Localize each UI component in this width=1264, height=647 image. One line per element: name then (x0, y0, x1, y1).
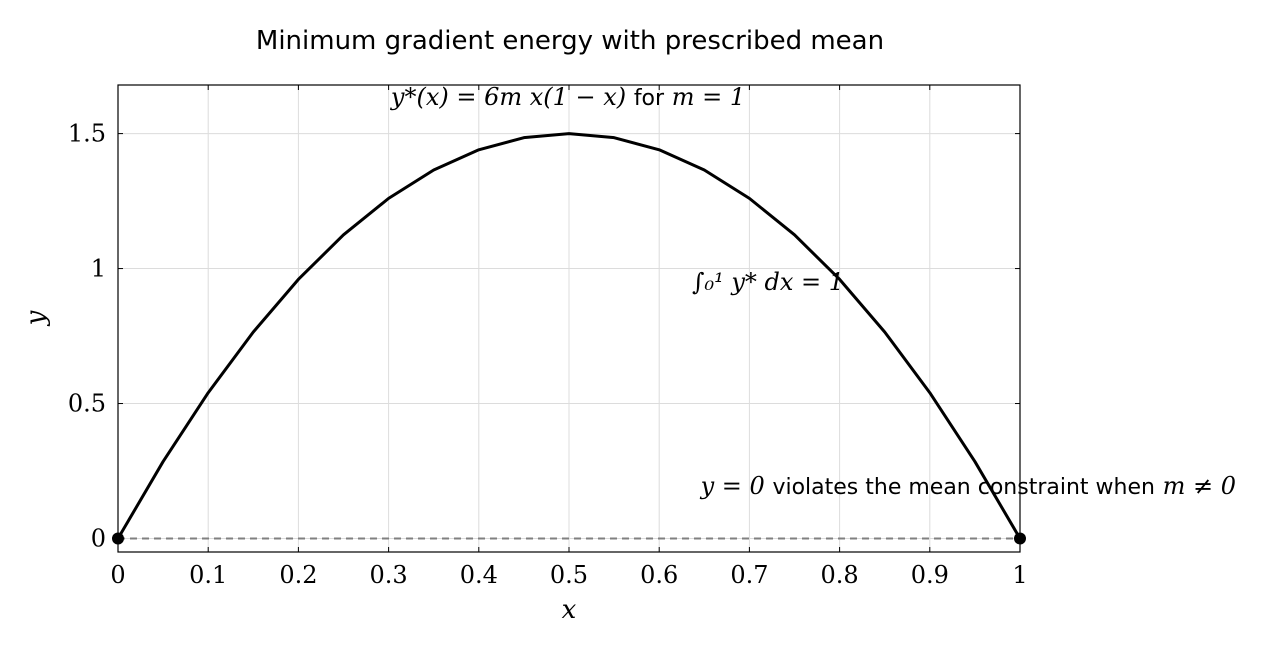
formula-text: for (634, 86, 665, 111)
x-tick-label: 0.1 (189, 561, 227, 589)
x-tick-label: 0.5 (550, 561, 588, 589)
zero-annotation: y = 0 violates the mean constraint when … (700, 472, 1236, 500)
chart-title: Minimum gradient energy with prescribed … (256, 26, 884, 56)
y-tick-label: 0.5 (68, 390, 106, 418)
y-tick-label: 0 (91, 525, 106, 553)
x-tick-labels: 0 0.1 0.2 0.3 0.4 0.5 0.6 0.7 0.8 0.9 1 (110, 561, 1027, 589)
x-tick-label: 0.3 (370, 561, 408, 589)
plot-frame (117, 84, 1021, 553)
x-tick-label: 0.7 (730, 561, 768, 589)
x-tick-label: 0 (110, 561, 125, 589)
x-tick-label: 0.9 (911, 561, 949, 589)
zero-lhs: y = 0 (700, 472, 765, 500)
y-tick-label: 1.5 (68, 120, 106, 148)
formula-tail: m = 1 (672, 83, 745, 111)
series-layer (116, 132, 1022, 540)
y-axis-label: y (21, 310, 51, 326)
series-line-parabola (116, 132, 1022, 540)
zero-rhs: m ≠ 0 (1163, 472, 1236, 500)
y-tick-label: 1 (91, 255, 106, 283)
x-tick-label: 0.8 (821, 561, 859, 589)
integral-annotation: ∫₀¹ y* dx = 1 (692, 268, 844, 296)
x-tick-label: 0.6 (640, 561, 678, 589)
formula-math: y*(x) = 6m x(1 − x) (390, 83, 626, 111)
x-tick-label: 0.2 (279, 561, 317, 589)
formula-annotation: y*(x) = 6m x(1 − x) for m = 1 (390, 83, 745, 111)
x-tick-label: 0.4 (460, 561, 498, 589)
x-tick-label: 1 (1012, 561, 1027, 589)
y-tick-labels: 0 0.5 1 1.5 (68, 120, 106, 553)
zero-text: violates the mean constraint when (772, 475, 1155, 500)
x-axis-label: x (562, 595, 577, 625)
